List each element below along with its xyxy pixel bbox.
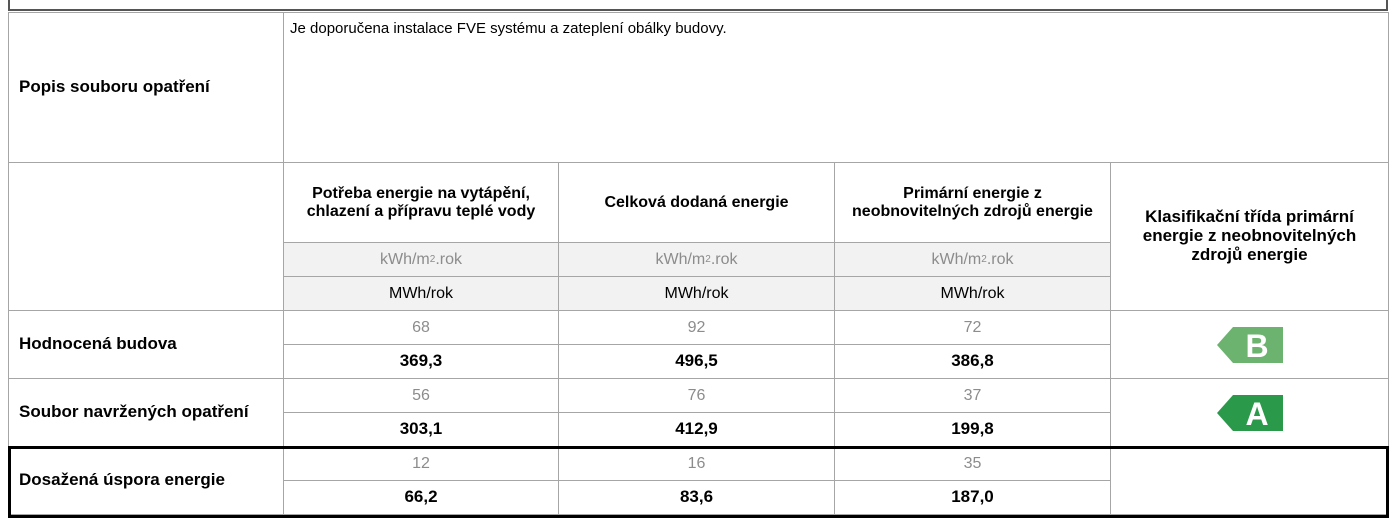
class-letter: B xyxy=(1245,328,1268,363)
unit-base: kWh/m xyxy=(931,250,982,268)
unit-rest: .rok xyxy=(986,250,1014,268)
class-badge: B xyxy=(1216,326,1283,363)
specific-value: 92 xyxy=(558,310,835,345)
column-header: Potřeba energie na vytápění, chlazení a … xyxy=(283,162,559,243)
total-value: 386,8 xyxy=(834,344,1111,379)
unit-base: kWh/m xyxy=(379,250,430,268)
unit-total: MWh/rok xyxy=(834,276,1111,311)
class-badge: A xyxy=(1216,394,1283,431)
description-text: Je doporučena instalace FVE systému a za… xyxy=(283,12,1389,163)
unit-rest: .rok xyxy=(435,250,462,268)
unit-total: MWh/rok xyxy=(283,276,559,311)
top-strip xyxy=(8,0,1388,11)
total-value: 496,5 xyxy=(558,344,835,379)
unit-total: MWh/rok xyxy=(558,276,835,311)
specific-value: 76 xyxy=(558,378,835,413)
class-header: Klasifikační třída primární energie z ne… xyxy=(1110,162,1389,311)
description-label: Popis souboru opatření xyxy=(8,12,284,163)
savings-frame xyxy=(8,446,1389,518)
unit-area: kWh/m 2 .rok xyxy=(558,242,835,277)
total-value: 199,8 xyxy=(834,412,1111,447)
total-value: 303,1 xyxy=(283,412,559,447)
column-header: Primární energie z neobnovitelných zdroj… xyxy=(834,162,1111,243)
class-letter: A xyxy=(1245,396,1268,431)
unit-sup: 2 xyxy=(429,254,436,265)
unit-area: kWh/m 2 .rok xyxy=(834,242,1111,277)
unit-area: kWh/m 2 .rok xyxy=(283,242,559,277)
badge-arrow xyxy=(1216,394,1283,431)
row-label: Hodnocená budova xyxy=(8,310,284,379)
specific-value: 68 xyxy=(283,310,559,345)
specific-value: 56 xyxy=(283,378,559,413)
specific-value: 37 xyxy=(834,378,1111,413)
class-cell: A xyxy=(1110,378,1389,447)
unit-sup: 2 xyxy=(981,254,987,265)
empty-cell xyxy=(8,162,284,311)
unit-base: kWh/m xyxy=(655,250,706,268)
unit-sup: 2 xyxy=(705,254,711,265)
total-value: 412,9 xyxy=(558,412,835,447)
unit-rest: .rok xyxy=(710,250,738,268)
class-cell: B xyxy=(1110,310,1389,379)
badge-arrow xyxy=(1216,326,1283,363)
total-value: 369,3 xyxy=(283,344,559,379)
row-label: Soubor navržených opatření xyxy=(8,378,284,447)
specific-value: 72 xyxy=(834,310,1111,345)
column-header: Celková dodaná energie xyxy=(558,162,835,243)
